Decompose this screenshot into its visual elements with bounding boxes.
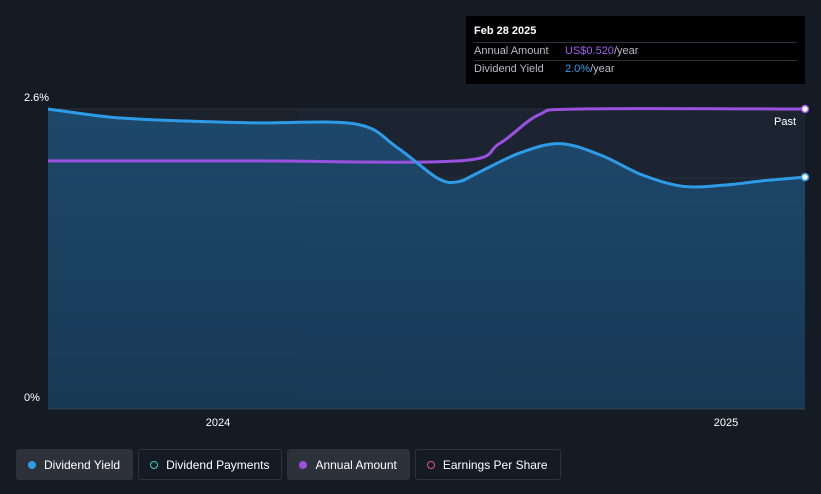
legend-earnings-per-share-label: Earnings Per Share (442, 457, 548, 472)
legend-dividend-payments-label: Dividend Payments (166, 457, 270, 472)
legend-earnings-per-share[interactable]: Earnings Per Share (414, 449, 561, 480)
x-tick-2025: 2025 (714, 417, 738, 429)
tooltip-annual-amount-suffix: /year (613, 45, 639, 57)
y-axis-top-label: 2.6% (24, 92, 49, 104)
annual-amount-dot-icon (299, 460, 308, 469)
legend-annual-amount[interactable]: Annual Amount (287, 449, 410, 480)
earnings-per-share-dot-icon (426, 460, 435, 469)
tooltip-row-dividend-yield: Dividend Yield 2.0%/year (474, 60, 797, 78)
legend-annual-amount-label: Annual Amount (315, 457, 397, 472)
legend-dividend-yield-label: Dividend Yield (44, 457, 121, 472)
dividend-yield-area (48, 109, 805, 409)
dividend-yield-endpoint[interactable] (800, 172, 810, 182)
legend-dividend-payments[interactable]: Dividend Payments (138, 449, 283, 480)
legend-dividend-yield[interactable]: Dividend Yield (16, 449, 134, 480)
tooltip-annual-amount-value: US$0.520 (565, 45, 614, 57)
dividend-yield-dot-icon (28, 460, 36, 469)
chart-tooltip: Feb 28 2025 Annual Amount US$0.520/year … (466, 16, 805, 84)
tooltip-dividend-yield-suffix: /year (590, 63, 615, 75)
annual-amount-endpoint[interactable] (800, 104, 810, 114)
annual-amount-line[interactable] (47, 107, 806, 164)
tooltip-dividend-yield-label: Dividend Yield (474, 63, 544, 75)
tooltip-date: Feb 28 2025 (474, 25, 537, 37)
dividend-payments-dot-icon (150, 460, 159, 469)
x-tick-2024: 2024 (206, 417, 230, 429)
tooltip-dividend-yield-value: 2.0% (565, 63, 591, 75)
y-axis-bottom-label: 0% (24, 392, 40, 404)
dividend-yield-line[interactable] (47, 107, 806, 189)
tooltip-row-annual-amount: Annual Amount US$0.520/year (474, 42, 797, 60)
past-label: Past (774, 116, 796, 128)
tooltip-annual-amount-label: Annual Amount (474, 45, 549, 57)
chart-legend: Dividend Yield Dividend Payments Annual … (16, 449, 561, 480)
